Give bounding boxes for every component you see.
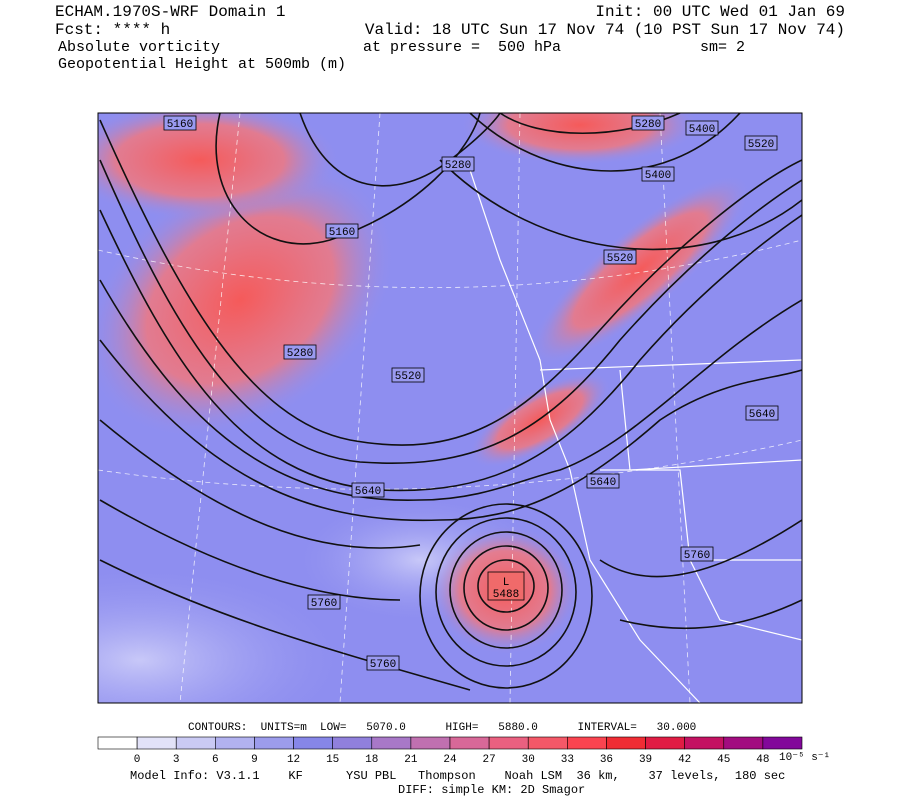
model-info: Model Info: V3.1.1 KF YSU PBL Thompson N… <box>130 769 785 783</box>
contour-label: 5400 <box>645 170 671 182</box>
colorbar-tick: 39 <box>639 754 652 766</box>
label-box <box>325 223 359 239</box>
map <box>98 113 802 703</box>
colorbar-cell <box>254 736 294 750</box>
colorbar-cell <box>723 736 764 750</box>
colorbar-cell <box>293 736 333 750</box>
colorbar-tick: 33 <box>561 754 574 766</box>
colorbar-cell <box>488 736 529 750</box>
colorbar-tick: 30 <box>522 754 535 766</box>
map-frame <box>97 112 803 704</box>
colorbar-cell <box>332 736 373 750</box>
colorbar-cell <box>97 736 138 750</box>
contour-label: 5520 <box>395 371 421 383</box>
label-box <box>680 546 714 562</box>
colorbar-cell <box>215 736 255 750</box>
colorbar-tick: 45 <box>717 754 730 766</box>
colorbar-tick: 0 <box>134 754 141 766</box>
colorbar-tick: 48 <box>756 754 769 766</box>
colorbar-units: 10⁻⁵ s⁻¹ <box>779 752 830 764</box>
colorbar-cell <box>567 736 607 750</box>
contour-field: Geopotential Height at 500mb (m) <box>58 56 346 73</box>
colorbar-tick: 3 <box>173 754 180 766</box>
label-box <box>307 594 341 610</box>
field: Absolute vorticity <box>58 39 220 56</box>
label-box <box>631 115 665 131</box>
colorbar-tick: 6 <box>212 754 219 766</box>
label-box <box>351 482 385 498</box>
init-time: Init: 00 UTC Wed 01 Jan 69 <box>595 3 845 21</box>
contour-label: 5280 <box>287 348 313 360</box>
contour-label: 5160 <box>329 227 355 239</box>
contour-label: 5520 <box>607 253 633 265</box>
label-box <box>441 156 475 172</box>
diff-info: DIFF: simple KM: 2D Smagor <box>398 783 585 797</box>
contour-label: 5280 <box>635 119 661 131</box>
label-box <box>745 405 779 421</box>
contour-label: 5160 <box>167 119 193 131</box>
colorbar-tick: 12 <box>287 754 300 766</box>
colorbar-tick: 15 <box>326 754 339 766</box>
low-value: 5488 <box>493 589 519 601</box>
colorbar-cell <box>175 736 216 750</box>
colorbar-cell <box>606 736 646 750</box>
contour-label: 5640 <box>355 486 381 498</box>
label-box <box>366 655 400 671</box>
colorbar-tick: 27 <box>483 754 496 766</box>
colorbar-cell <box>527 736 568 750</box>
low-label: L <box>503 577 510 589</box>
label-box <box>283 344 317 360</box>
label-box <box>391 367 425 383</box>
contour-info: CONTOURS: UNITS=m LOW= 5070.0 HIGH= 5880… <box>188 722 696 734</box>
colorbar-tick: 21 <box>404 754 418 766</box>
label-box <box>641 166 675 182</box>
contour-label: 5400 <box>689 124 715 136</box>
contour-label: 5760 <box>684 550 710 562</box>
valid-time: Valid: 18 UTC Sun 17 Nov 74 (10 PST Sun … <box>365 21 845 39</box>
contour-label: 5280 <box>445 160 471 172</box>
smoothing: sm= 2 <box>700 39 745 56</box>
colorbar-cell <box>645 736 685 750</box>
colorbar-tick: 36 <box>600 754 613 766</box>
contour-label: 5520 <box>748 139 774 151</box>
label-box <box>603 249 637 265</box>
colorbar-cell <box>449 736 490 750</box>
label-box <box>586 473 620 489</box>
label-box <box>744 135 778 151</box>
label-box <box>685 120 719 136</box>
colorbar-cell <box>684 736 725 750</box>
low-box <box>487 571 525 601</box>
title: ECHAM.1970S-WRF Domain 1 <box>55 3 285 21</box>
contour-label: 5640 <box>749 409 775 421</box>
colorbar-cell <box>371 736 412 750</box>
colorbar-cell <box>136 736 177 750</box>
colorbar-tick: 24 <box>443 754 457 766</box>
colorbar-tick: 42 <box>678 754 691 766</box>
colorbar-cell <box>762 736 803 750</box>
colorbar-tick: 18 <box>365 754 378 766</box>
label-box <box>163 115 197 131</box>
contour-label: 5760 <box>311 598 337 610</box>
contour-label: 5640 <box>590 477 616 489</box>
colorbar-cell <box>410 736 451 750</box>
pressure: at pressure = 500 hPa <box>363 39 561 56</box>
forecast: Fcst: **** h <box>55 21 170 39</box>
contour-label: 5760 <box>370 659 396 671</box>
colorbar-tick: 9 <box>251 754 258 766</box>
